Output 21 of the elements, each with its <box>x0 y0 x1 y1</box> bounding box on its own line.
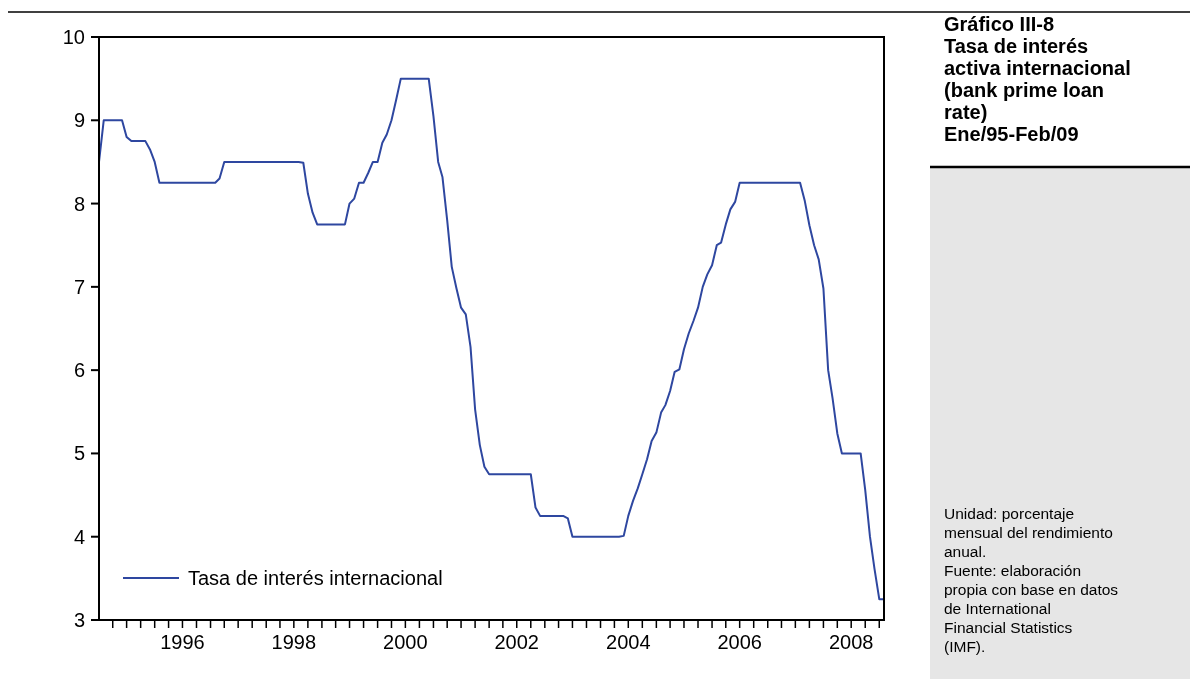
text: Tasa de interés activa internacional (bank prime loan rate) Ene/95-Feb/09 <box>944 35 1131 145</box>
x-tick-label: 2004 <box>606 631 651 653</box>
x-tick-label: 2002 <box>494 631 539 653</box>
y-tick-label: 10 <box>62 26 85 48</box>
line-series <box>98 77 885 601</box>
y-tick-label: 7 <box>73 275 85 298</box>
y-tick-label: 8 <box>73 192 85 215</box>
y-tick-label: 6 <box>73 359 85 382</box>
x-tick-label: 1998 <box>271 631 317 653</box>
y-tick-label: 5 <box>73 442 85 465</box>
text: Gráfico III-8 <box>944 13 1055 35</box>
x-tick-label: 2008 <box>828 631 874 653</box>
text: Unidad: porcentaje mensual del rendimiento anual. <box>944 505 1113 560</box>
x-tick-label: 1996 <box>160 631 205 653</box>
x-tick-label: 2000 <box>383 631 428 653</box>
source-note: Fuente: elaboración propia con base en datos de International Financial Statistics (IMF). <box>944 562 1119 655</box>
y-tick-label: 3 <box>73 609 85 631</box>
legend-label: Tasa de interés internacional <box>188 567 443 589</box>
x-tick-label: 2006 <box>717 631 762 653</box>
y-tick-label: 4 <box>73 525 85 548</box>
y-tick-label: 9 <box>73 109 85 132</box>
